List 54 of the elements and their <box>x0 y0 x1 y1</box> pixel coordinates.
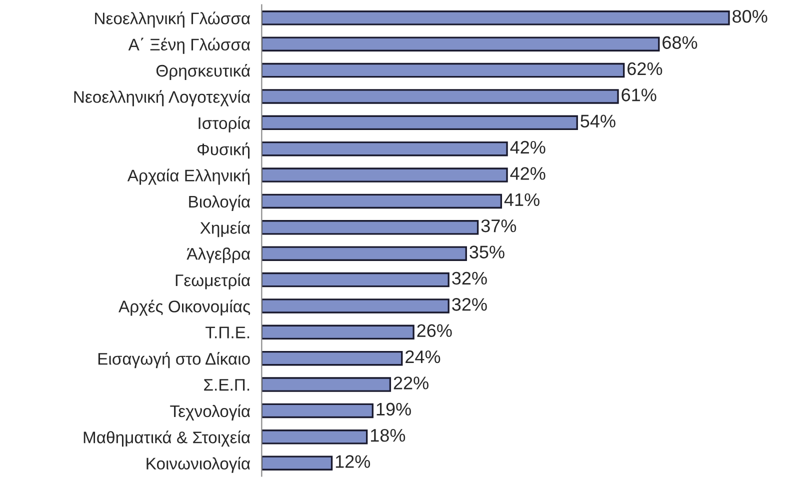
bar <box>262 377 392 392</box>
data-label: 37% <box>481 219 516 232</box>
data-label: 32% <box>452 298 487 311</box>
bar <box>262 350 403 366</box>
data-label: 18% <box>370 428 406 442</box>
bar <box>262 430 368 444</box>
bar <box>262 141 508 156</box>
bar <box>262 168 508 182</box>
bar <box>262 36 660 52</box>
data-label: 61% <box>622 88 656 102</box>
y-tick-label: Μαθηματικά & Στοιχεία <box>84 430 250 447</box>
y-tick-label: Θρησκευτικά <box>156 64 250 80</box>
data-label: 35% <box>470 246 504 258</box>
y-tick-label: Εισαγωγή στο Δίκαιο <box>98 352 250 368</box>
y-tick-label: Γεωμετρία <box>176 274 250 290</box>
y-tick-label: Άλγεβρα <box>186 248 250 264</box>
y-tick-label: Ιστορία <box>198 116 250 132</box>
y-tick-label: Νεοελληνική Λογοτεχνία <box>74 90 250 106</box>
bar <box>262 246 467 261</box>
y-tick-label: Χημεία <box>200 221 250 238</box>
bar <box>262 456 333 470</box>
data-label: 22% <box>394 376 428 390</box>
bar <box>262 194 502 209</box>
y-tick-label: Βιολογία <box>189 194 250 211</box>
data-label: 12% <box>336 455 370 468</box>
bar <box>262 10 730 26</box>
data-label: 19% <box>376 402 411 416</box>
y-tick-label: Φυσική <box>198 142 250 159</box>
bar <box>262 324 414 340</box>
data-label: 41% <box>504 193 540 206</box>
data-label: 24% <box>406 350 440 364</box>
y-tick-label: Νεοελληνική Γλώσσα <box>95 12 250 28</box>
y-tick-label: Κοινωνιολογία <box>146 456 250 473</box>
data-label: 54% <box>580 114 616 128</box>
data-label: 32% <box>452 272 487 285</box>
bar <box>262 62 625 78</box>
bar <box>262 298 450 314</box>
data-label: 26% <box>417 324 452 338</box>
y-tick-label: Αρχές Οικονομίας <box>118 300 250 316</box>
data-label: 62% <box>628 62 662 76</box>
data-label: 68% <box>662 36 698 49</box>
data-label: 42% <box>510 140 546 154</box>
y-tick-label: Αρχαία Ελληνική <box>127 168 250 185</box>
bar <box>262 89 619 104</box>
y-tick-label: Α΄ Ξένη Γλώσσα <box>128 38 250 54</box>
y-tick-label: Τ.Π.Ε. <box>206 326 250 338</box>
data-label: 80% <box>732 10 768 23</box>
data-label: 42% <box>510 167 546 180</box>
y-tick-label: Τεχνολογία <box>170 404 250 420</box>
bar <box>262 115 578 130</box>
bar <box>262 403 374 418</box>
bar <box>262 272 450 288</box>
y-tick-label: Σ.Ε.Π. <box>204 379 250 391</box>
bar <box>262 220 479 235</box>
